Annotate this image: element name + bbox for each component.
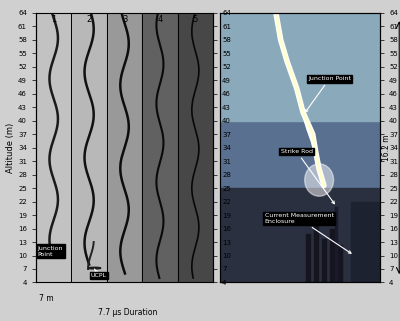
Text: 3: 3 [122, 15, 127, 24]
Bar [338, 245, 342, 282]
Text: Junction
Point: Junction Point [38, 246, 63, 256]
Bar [72, 13, 107, 282]
Text: 7 m: 7 m [39, 294, 53, 303]
Text: 2: 2 [86, 15, 92, 24]
Bar [107, 13, 142, 282]
Bar [330, 229, 334, 282]
Text: 1: 1 [51, 15, 56, 24]
Bar [220, 188, 380, 282]
Text: 7.7 μs Duration: 7.7 μs Duration [98, 308, 158, 317]
Text: Junction Point: Junction Point [306, 76, 351, 112]
Text: Current Measurement
Enclosure: Current Measurement Enclosure [265, 213, 351, 253]
Bar [335, 207, 337, 282]
Bar [178, 13, 213, 282]
Bar [36, 13, 72, 282]
Bar [314, 223, 318, 282]
Text: Strike Rod: Strike Rod [281, 149, 334, 204]
Text: 5: 5 [193, 15, 198, 24]
Bar [322, 239, 326, 282]
Bar [220, 13, 380, 121]
Y-axis label: Altitude (m): Altitude (m) [6, 123, 15, 173]
Ellipse shape [305, 164, 334, 196]
Text: 4: 4 [157, 15, 162, 24]
Text: UCPL: UCPL [91, 269, 107, 278]
Bar [142, 13, 178, 282]
Text: 16.2 m: 16.2 m [382, 134, 391, 161]
Circle shape [88, 267, 101, 269]
Bar [351, 202, 380, 282]
Bar [306, 234, 310, 282]
